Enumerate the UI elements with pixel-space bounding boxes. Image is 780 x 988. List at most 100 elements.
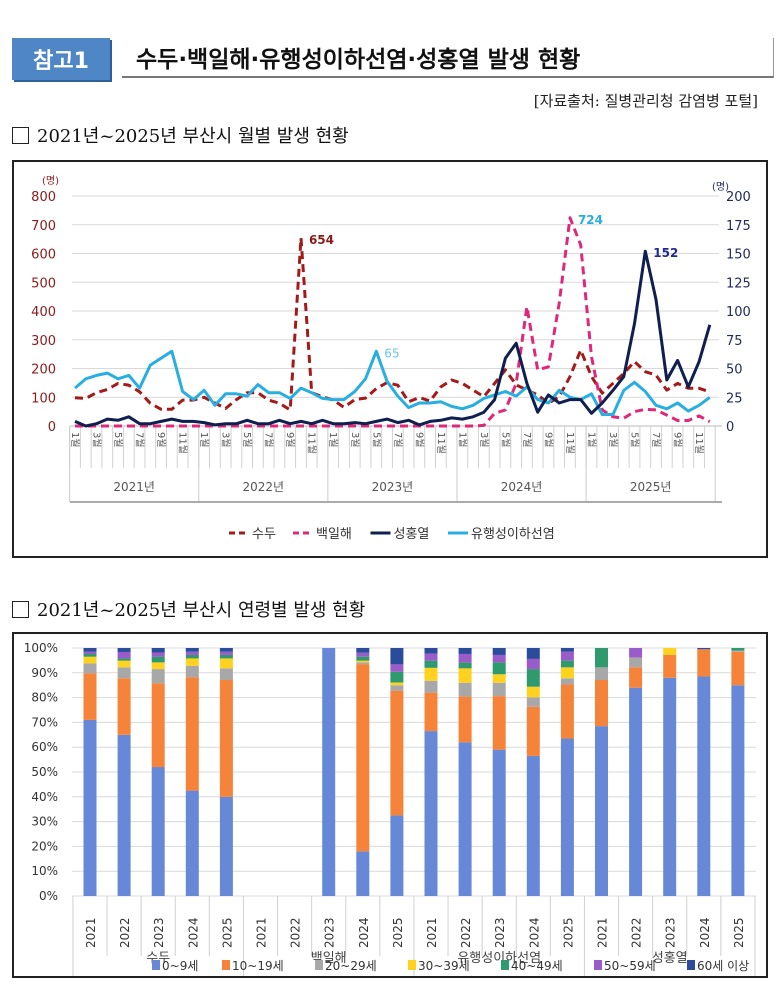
right-tick-label: 25: [726, 391, 743, 406]
y-tick-label: 10%: [31, 864, 58, 878]
bar-segment: [424, 667, 438, 681]
bar-segment: [356, 662, 370, 665]
year-label: 2022년: [243, 480, 285, 494]
bar-segment: [560, 738, 574, 896]
month-label: 11월: [435, 432, 447, 454]
bar-segment: [219, 658, 233, 669]
bar-segment: [117, 648, 131, 652]
bar-segment: [492, 682, 506, 697]
bar-segment: [595, 726, 608, 896]
bar-segment: [390, 648, 404, 665]
legend-swatch: [315, 960, 323, 970]
bar-segment: [697, 648, 711, 650]
legend-label: 수두: [252, 527, 276, 542]
data-label: 724: [578, 213, 603, 227]
year-label: 2025: [391, 917, 405, 948]
bar-segment: [185, 648, 199, 652]
bar-segment: [560, 660, 574, 668]
year-label: 2022: [459, 917, 473, 948]
month-label: 5월: [629, 432, 641, 448]
legend-label: 0~9세: [162, 959, 198, 973]
month-label: 11월: [564, 432, 576, 454]
y-tick-label: 60%: [31, 740, 58, 754]
bar-segment: [424, 653, 438, 661]
y-tick-label: 20%: [31, 839, 58, 853]
bar-segment: [117, 667, 131, 679]
section2-heading: 2021년~2025년 부산시 연령별 발생 현황: [12, 596, 365, 622]
y-tick-label: 40%: [31, 790, 58, 804]
legend-label: 60세 이상: [697, 959, 749, 973]
y-tick-label: 50%: [31, 765, 58, 779]
bar-segment: [83, 653, 97, 657]
bar-segment: [458, 742, 472, 896]
bar-segment: [83, 651, 97, 654]
bar-segment: [663, 654, 677, 678]
bar-segment: [526, 686, 540, 698]
bar-segment: [356, 656, 370, 661]
reference-badge: 참고1: [12, 38, 110, 80]
legend-swatch: [408, 960, 416, 970]
bar-segment: [356, 648, 370, 653]
legend-label: 40~49세: [511, 959, 563, 973]
bar-segment: [560, 678, 574, 685]
data-label: 65: [384, 346, 399, 360]
bar-segment: [595, 667, 608, 680]
bar-segment: [356, 664, 370, 852]
year-label: 2025년: [630, 480, 672, 494]
left-tick-label: 100: [31, 391, 56, 406]
bar-segment: [424, 660, 438, 668]
month-label: 3월: [478, 432, 490, 448]
right-tick-label: 200: [726, 190, 751, 205]
legend-swatch: [594, 960, 602, 970]
monthly-chart-frame: 0 0 100 25 200 50 300 75 400 100 500 125 600 150 700 17…: [12, 160, 768, 558]
series-line-1: [74, 236, 711, 412]
bar-segment: [117, 734, 131, 896]
year-label: 2025: [220, 917, 234, 948]
bar-segment: [731, 651, 745, 686]
left-tick-label: 400: [31, 305, 56, 320]
section1-heading: 2021년~2025년 부산시 월별 발생 현황: [12, 122, 349, 148]
left-tick-label: 200: [31, 363, 56, 378]
bar-segment: [185, 665, 199, 678]
bar-segment: [663, 677, 677, 896]
bar-segment: [185, 651, 199, 655]
bar-segment: [390, 690, 404, 816]
legend-label: 유행성이하선염: [471, 526, 555, 542]
month-label: 3월: [220, 432, 232, 448]
bar-segment: [492, 662, 506, 675]
bar-segment: [526, 669, 540, 687]
group-label: 성홍열: [652, 951, 688, 966]
bar-segment: [629, 657, 643, 668]
bar-segment: [83, 719, 97, 896]
year-label: 2024: [186, 917, 200, 948]
section2-title: 2021년~2025년 부산시 연령별 발생 현황: [37, 600, 366, 621]
bar-segment: [526, 706, 540, 756]
bar-segment: [356, 652, 370, 657]
month-label: 5월: [241, 432, 253, 448]
bar-segment: [595, 679, 608, 727]
year-label: 2021: [425, 917, 439, 948]
right-tick-label: 100: [726, 305, 751, 320]
bar-segment: [458, 648, 472, 654]
series-line-3: [74, 249, 712, 428]
legend-label: 성홍열: [394, 527, 430, 542]
year-label: 2022: [630, 917, 644, 948]
bar-segment: [731, 650, 745, 652]
left-tick-label: 700: [31, 219, 56, 234]
bar-segment: [492, 696, 506, 750]
year-label: 2023: [152, 917, 166, 948]
bar-segment: [560, 667, 574, 679]
left-tick-label: 500: [31, 276, 56, 291]
month-label: 9월: [542, 432, 554, 448]
month-label: 1월: [327, 432, 339, 448]
bar-segment: [458, 682, 472, 697]
bar-segment: [629, 667, 643, 688]
bar-segment: [322, 648, 336, 896]
bar-segment: [526, 658, 540, 670]
year-label: 2022: [289, 917, 303, 948]
left-tick-label: 300: [31, 334, 56, 349]
legend-swatch: [222, 960, 230, 970]
bar-segment: [117, 658, 131, 661]
year-label: 2024: [357, 917, 371, 948]
data-source: [자료출처: 질병관리청 감염병 포털]: [533, 92, 758, 110]
